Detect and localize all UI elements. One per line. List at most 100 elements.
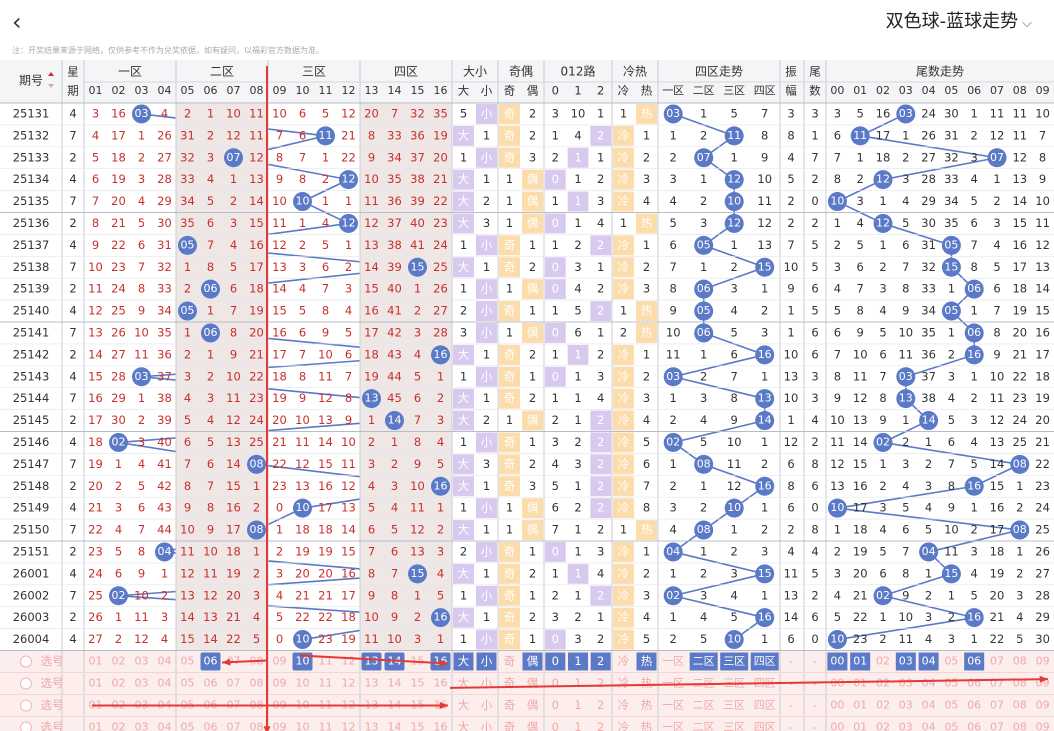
select-size[interactable]: 小 bbox=[481, 720, 493, 731]
selected-tail[interactable] bbox=[895, 652, 916, 671]
select-road[interactable]: 0 bbox=[552, 676, 559, 690]
select-number[interactable]: 07 bbox=[227, 677, 241, 690]
select-road[interactable]: 0 bbox=[552, 720, 559, 731]
selected-tail[interactable] bbox=[964, 652, 985, 671]
select-radio[interactable] bbox=[20, 677, 32, 690]
selected-tail[interactable] bbox=[827, 652, 848, 671]
select-parity[interactable]: 奇 bbox=[504, 698, 516, 712]
select-number[interactable]: 15 bbox=[411, 721, 425, 731]
select-radio[interactable] bbox=[20, 699, 32, 712]
select-tail-number[interactable]: 08 bbox=[1013, 699, 1027, 712]
select-radio[interactable] bbox=[20, 655, 32, 668]
select-number[interactable]: 05 bbox=[181, 655, 195, 668]
select-road[interactable]: 0 bbox=[552, 698, 559, 712]
selected-heat[interactable] bbox=[636, 652, 657, 671]
select-number[interactable]: 12 bbox=[342, 721, 356, 731]
selected-parity[interactable] bbox=[522, 652, 543, 671]
select-tail-number[interactable]: 09 bbox=[1036, 699, 1050, 712]
selected-number[interactable] bbox=[361, 652, 382, 671]
selected-tail[interactable] bbox=[918, 652, 939, 671]
select-tail-number[interactable]: 05 bbox=[944, 677, 958, 690]
select-number[interactable]: 02 bbox=[112, 721, 126, 731]
select-tail-number[interactable]: 00 bbox=[830, 699, 844, 712]
select-zone[interactable]: 二区 bbox=[693, 677, 715, 690]
select-road[interactable]: 1 bbox=[574, 676, 581, 690]
select-parity[interactable]: 奇 bbox=[504, 720, 516, 731]
select-parity[interactable]: 奇 bbox=[504, 676, 516, 690]
selected-road[interactable] bbox=[545, 652, 566, 671]
select-tail-number[interactable]: 04 bbox=[922, 677, 936, 690]
selected-tail[interactable] bbox=[850, 652, 871, 671]
select-number[interactable]: 16 bbox=[434, 721, 448, 731]
select-zone[interactable]: 二区 bbox=[693, 721, 715, 731]
select-number[interactable]: 16 bbox=[434, 677, 448, 690]
select-number[interactable]: 09 bbox=[273, 677, 287, 690]
select-number[interactable]: 08 bbox=[250, 677, 264, 690]
select-zone[interactable]: 一区 bbox=[662, 677, 684, 690]
select-number[interactable]: 11 bbox=[319, 721, 333, 731]
select-tail-number[interactable]: 06 bbox=[967, 677, 981, 690]
select-tail-number[interactable]: 04 bbox=[922, 699, 936, 712]
select-tail-number[interactable]: 04 bbox=[922, 721, 936, 731]
select-number[interactable]: 05 bbox=[181, 721, 195, 731]
select-heat[interactable]: 冷 bbox=[618, 698, 630, 712]
select-heat[interactable]: 冷 bbox=[618, 720, 630, 731]
chart-type-dropdown[interactable]: 双色球-蓝球走势 ⌵ bbox=[886, 10, 1032, 36]
sort-icon[interactable] bbox=[48, 84, 54, 88]
select-number[interactable]: 02 bbox=[112, 677, 126, 690]
select-number[interactable]: 08 bbox=[250, 721, 264, 731]
select-road[interactable]: 2 bbox=[597, 698, 604, 712]
select-tail-number[interactable]: 09 bbox=[1036, 655, 1050, 668]
select-number[interactable]: 14 bbox=[388, 677, 402, 690]
select-tail-number[interactable]: 02 bbox=[876, 677, 890, 690]
select-tail-number[interactable]: 05 bbox=[944, 699, 958, 712]
select-number[interactable]: 03 bbox=[135, 721, 149, 731]
select-number[interactable]: 11 bbox=[319, 677, 333, 690]
select-radio[interactable] bbox=[20, 721, 32, 731]
select-number[interactable]: 14 bbox=[388, 721, 402, 731]
selected-zone[interactable] bbox=[750, 652, 779, 671]
selected-road[interactable] bbox=[590, 652, 611, 671]
select-heat[interactable]: 热 bbox=[641, 698, 653, 712]
select-number[interactable]: 03 bbox=[135, 677, 149, 690]
chevron-left-icon[interactable]: ‹ bbox=[12, 8, 22, 36]
selected-zone[interactable] bbox=[689, 652, 718, 671]
select-road[interactable]: 2 bbox=[597, 720, 604, 731]
select-tail-number[interactable]: 07 bbox=[990, 677, 1004, 690]
select-number[interactable]: 01 bbox=[89, 677, 103, 690]
select-tail-number[interactable]: 08 bbox=[1013, 655, 1027, 668]
select-tail-number[interactable]: 00 bbox=[830, 721, 844, 731]
select-size[interactable]: 小 bbox=[481, 698, 493, 712]
select-heat[interactable]: 冷 bbox=[618, 654, 630, 668]
selected-road[interactable] bbox=[568, 652, 588, 671]
select-road[interactable]: 1 bbox=[574, 698, 581, 712]
select-number[interactable]: 04 bbox=[158, 655, 172, 668]
sort-icon[interactable] bbox=[48, 72, 54, 76]
selected-number[interactable] bbox=[200, 652, 221, 671]
selected-size[interactable] bbox=[476, 652, 497, 671]
select-number[interactable]: 01 bbox=[89, 721, 103, 731]
select-zone[interactable]: 二区 bbox=[693, 699, 715, 712]
select-number[interactable]: 07 bbox=[227, 721, 241, 731]
select-zone[interactable]: 一区 bbox=[662, 721, 684, 731]
select-heat[interactable]: 热 bbox=[641, 676, 653, 690]
select-tail-number[interactable]: 05 bbox=[944, 721, 958, 731]
select-tail-number[interactable]: 08 bbox=[1013, 721, 1027, 731]
select-parity[interactable]: 偶 bbox=[527, 676, 539, 690]
select-tail-number[interactable]: 06 bbox=[967, 721, 981, 731]
select-heat[interactable]: 冷 bbox=[618, 676, 630, 690]
select-zone[interactable]: 一区 bbox=[662, 699, 684, 712]
select-size[interactable]: 大 bbox=[458, 676, 470, 690]
select-zone[interactable]: 三区 bbox=[723, 699, 745, 712]
select-zone[interactable]: 四区 bbox=[754, 721, 776, 731]
select-tail-number[interactable]: 03 bbox=[899, 677, 913, 690]
select-number[interactable]: 10 bbox=[296, 721, 310, 731]
select-tail-number[interactable]: 03 bbox=[899, 699, 913, 712]
select-zone[interactable]: 一区 bbox=[662, 655, 684, 668]
select-number[interactable]: 04 bbox=[158, 677, 172, 690]
select-number[interactable]: 10 bbox=[296, 677, 310, 690]
select-number[interactable]: 12 bbox=[342, 677, 356, 690]
select-number[interactable]: 06 bbox=[204, 677, 218, 690]
select-zone[interactable]: 三区 bbox=[723, 721, 745, 731]
selected-size[interactable] bbox=[453, 652, 474, 671]
